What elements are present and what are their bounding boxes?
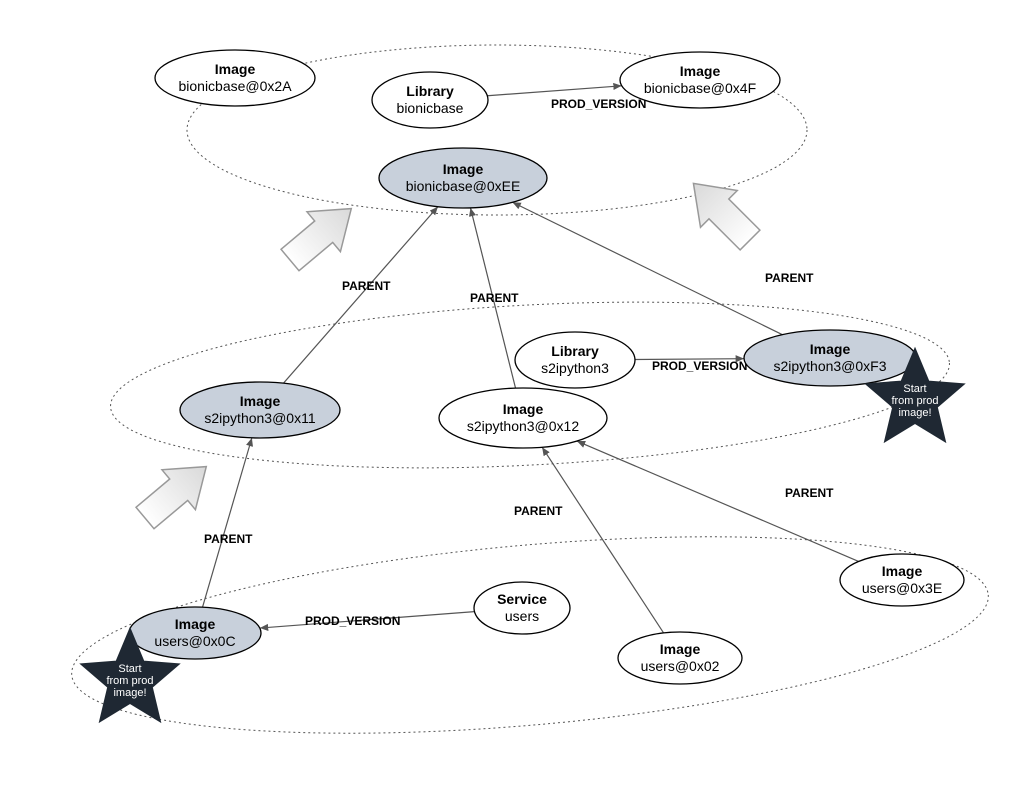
large-arrow-icon <box>675 165 768 258</box>
diagram-canvas: PROD_VERSION PARENT PARENT PARENT PROD_VERSI… <box>0 0 1024 807</box>
node-subtitle: bionicbase@0xEE <box>406 178 521 194</box>
node-subtitle: users@0x02 <box>641 658 720 674</box>
star-label: image! <box>113 687 146 699</box>
node-title: Image <box>503 401 544 417</box>
node-subtitle: bionicbase <box>397 100 464 116</box>
large-arrow-icon <box>273 189 368 280</box>
edge-label: PROD_VERSION <box>551 97 646 111</box>
edge-label: PARENT <box>342 279 391 293</box>
node-subtitle: users@0x0C <box>154 633 235 649</box>
node-title: Image <box>680 63 721 79</box>
node-subtitle: s2ipython3@0x11 <box>204 410 315 426</box>
edge-arrow <box>203 438 252 607</box>
edge-arrow <box>577 441 859 561</box>
node-title: Image <box>443 161 484 177</box>
node-title: Image <box>215 61 256 77</box>
star-label: Start <box>903 383 926 395</box>
node-title: Image <box>882 563 923 579</box>
node-subtitle: s2ipython3 <box>541 360 609 376</box>
node-subtitle: bionicbase@0x4F <box>644 80 756 96</box>
node-title: Library <box>551 343 599 359</box>
node-title: Library <box>406 83 454 99</box>
star-label: from prod <box>106 675 153 687</box>
star-label: from prod <box>891 395 938 407</box>
node-subtitle: bionicbase@0x2A <box>178 78 292 94</box>
large-arrow-icon <box>128 447 223 538</box>
node-subtitle: s2ipython3@0x12 <box>467 418 580 434</box>
node-subtitle: users@0x3E <box>862 580 942 596</box>
edge-label: PARENT <box>470 291 519 305</box>
star-label: image! <box>898 407 931 419</box>
node-title: Image <box>810 341 851 357</box>
node-title: Service <box>497 591 547 607</box>
node-title: Image <box>240 393 281 409</box>
node-title: Image <box>175 616 216 632</box>
star-label: Start <box>118 663 141 675</box>
node-subtitle: users <box>505 608 539 624</box>
node-subtitle: s2ipython3@0xF3 <box>773 358 886 374</box>
node-title: Image <box>660 641 701 657</box>
edge-label: PARENT <box>204 532 253 546</box>
edge-label: PROD_VERSION <box>305 614 400 628</box>
edge-arrow <box>487 86 621 96</box>
node-layer: Imagebionicbase@0x2ALibrarybionicbaseIma… <box>129 50 964 684</box>
edge-label: PROD_VERSION <box>652 359 747 373</box>
edge-label: PARENT <box>514 504 563 518</box>
edge-label: PARENT <box>785 486 834 500</box>
edge-label: PARENT <box>765 271 814 285</box>
